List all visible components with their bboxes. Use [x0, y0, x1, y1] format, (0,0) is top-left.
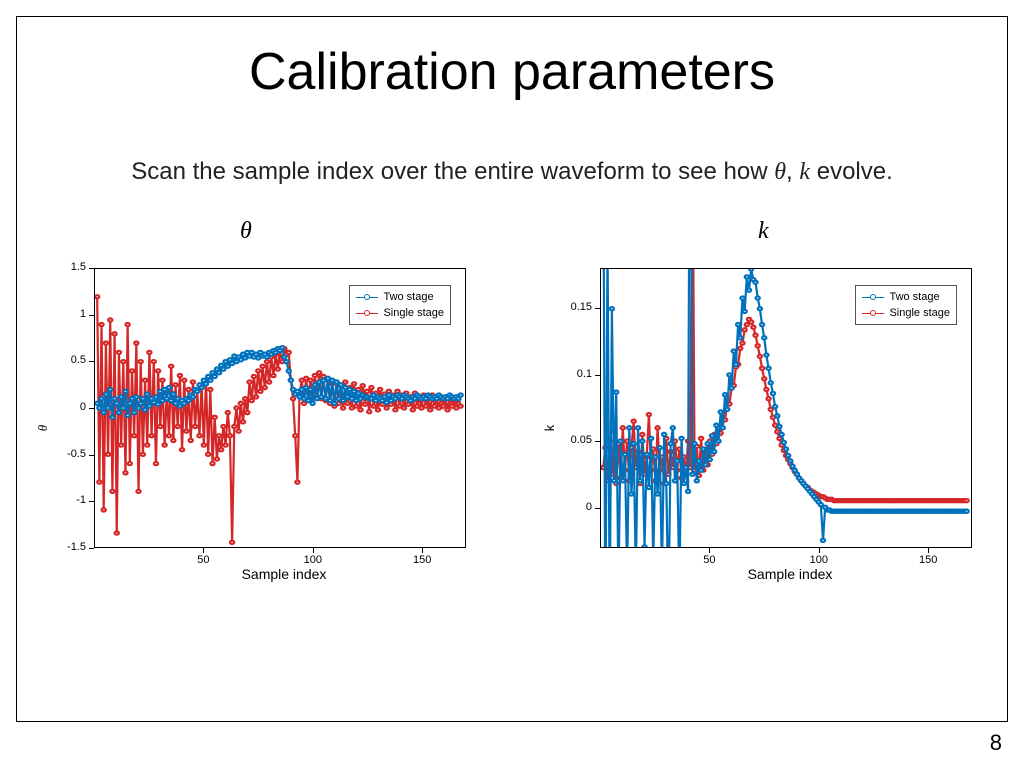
- chart-theta-legend: Two stageSingle stage: [349, 285, 451, 325]
- ytick-label: -1.5: [67, 541, 86, 553]
- legend-label: Single stage: [383, 305, 444, 321]
- chart-k-legend: Two stageSingle stage: [855, 285, 957, 325]
- chart-k-xlabel: Sample index: [570, 566, 1010, 582]
- ytick-label: -0.5: [67, 448, 86, 460]
- xtick: [928, 548, 929, 553]
- ytick: [89, 501, 94, 502]
- ytick-label: 0.1: [577, 368, 592, 380]
- xtick-label: 50: [697, 554, 721, 566]
- xtick-label: 150: [916, 554, 940, 566]
- legend-item: Two stage: [356, 289, 444, 305]
- ytick-label: 0: [586, 501, 592, 513]
- legend-item: Single stage: [356, 305, 444, 321]
- ytick: [89, 455, 94, 456]
- page-number: 8: [990, 730, 1002, 756]
- chart-theta-xlabel: Sample index: [64, 566, 504, 582]
- xtick: [313, 548, 314, 553]
- panel-title-theta: θ: [240, 218, 252, 245]
- ytick: [89, 548, 94, 549]
- ytick: [89, 315, 94, 316]
- slide: Calibration parameters Scan the sample i…: [0, 0, 1024, 768]
- subtitle-k: k: [799, 159, 810, 185]
- ytick-label: 1: [80, 308, 86, 320]
- slide-subtitle: Scan the sample index over the entire wa…: [60, 158, 964, 186]
- xtick: [203, 548, 204, 553]
- legend-item: Single stage: [862, 305, 950, 321]
- ytick: [595, 375, 600, 376]
- chart-theta-ylabel: θ: [35, 425, 51, 431]
- ytick-label: 0.05: [571, 434, 592, 446]
- ytick: [595, 441, 600, 442]
- legend-label: Two stage: [889, 289, 939, 305]
- subtitle-pre: Scan the sample index over the entire wa…: [131, 158, 774, 185]
- chart-k: Two stageSingle stage k Sample index 501…: [540, 258, 980, 598]
- series-line-single_stage: [97, 297, 460, 543]
- ytick: [89, 268, 94, 269]
- ytick: [89, 361, 94, 362]
- ytick-label: 0: [80, 401, 86, 413]
- ytick-label: 0.5: [71, 354, 86, 366]
- xtick: [422, 548, 423, 553]
- xtick-label: 100: [807, 554, 831, 566]
- chart-k-ylabel: k: [542, 425, 557, 432]
- xtick-label: 100: [301, 554, 325, 566]
- legend-label: Single stage: [889, 305, 950, 321]
- xtick-label: 150: [410, 554, 434, 566]
- panel-title-k: k: [758, 218, 769, 245]
- ytick-label: 1.5: [71, 261, 86, 273]
- legend-label: Two stage: [383, 289, 433, 305]
- subtitle-theta: θ: [774, 159, 786, 185]
- xtick-label: 50: [191, 554, 215, 566]
- ytick-label: 0.15: [571, 301, 592, 313]
- slide-title: Calibration parameters: [0, 42, 1024, 102]
- chart-theta-plot-area: Two stageSingle stage: [94, 268, 466, 548]
- ytick: [89, 408, 94, 409]
- legend-item: Two stage: [862, 289, 950, 305]
- subtitle-post: evolve.: [810, 158, 893, 185]
- subtitle-sep: ,: [786, 158, 799, 185]
- ytick: [595, 308, 600, 309]
- ytick-label: -1: [76, 494, 86, 506]
- chart-k-plot-area: Two stageSingle stage: [600, 268, 972, 548]
- xtick: [709, 548, 710, 553]
- xtick: [819, 548, 820, 553]
- chart-theta: Two stageSingle stage θ Sample index 501…: [34, 258, 474, 598]
- ytick: [595, 508, 600, 509]
